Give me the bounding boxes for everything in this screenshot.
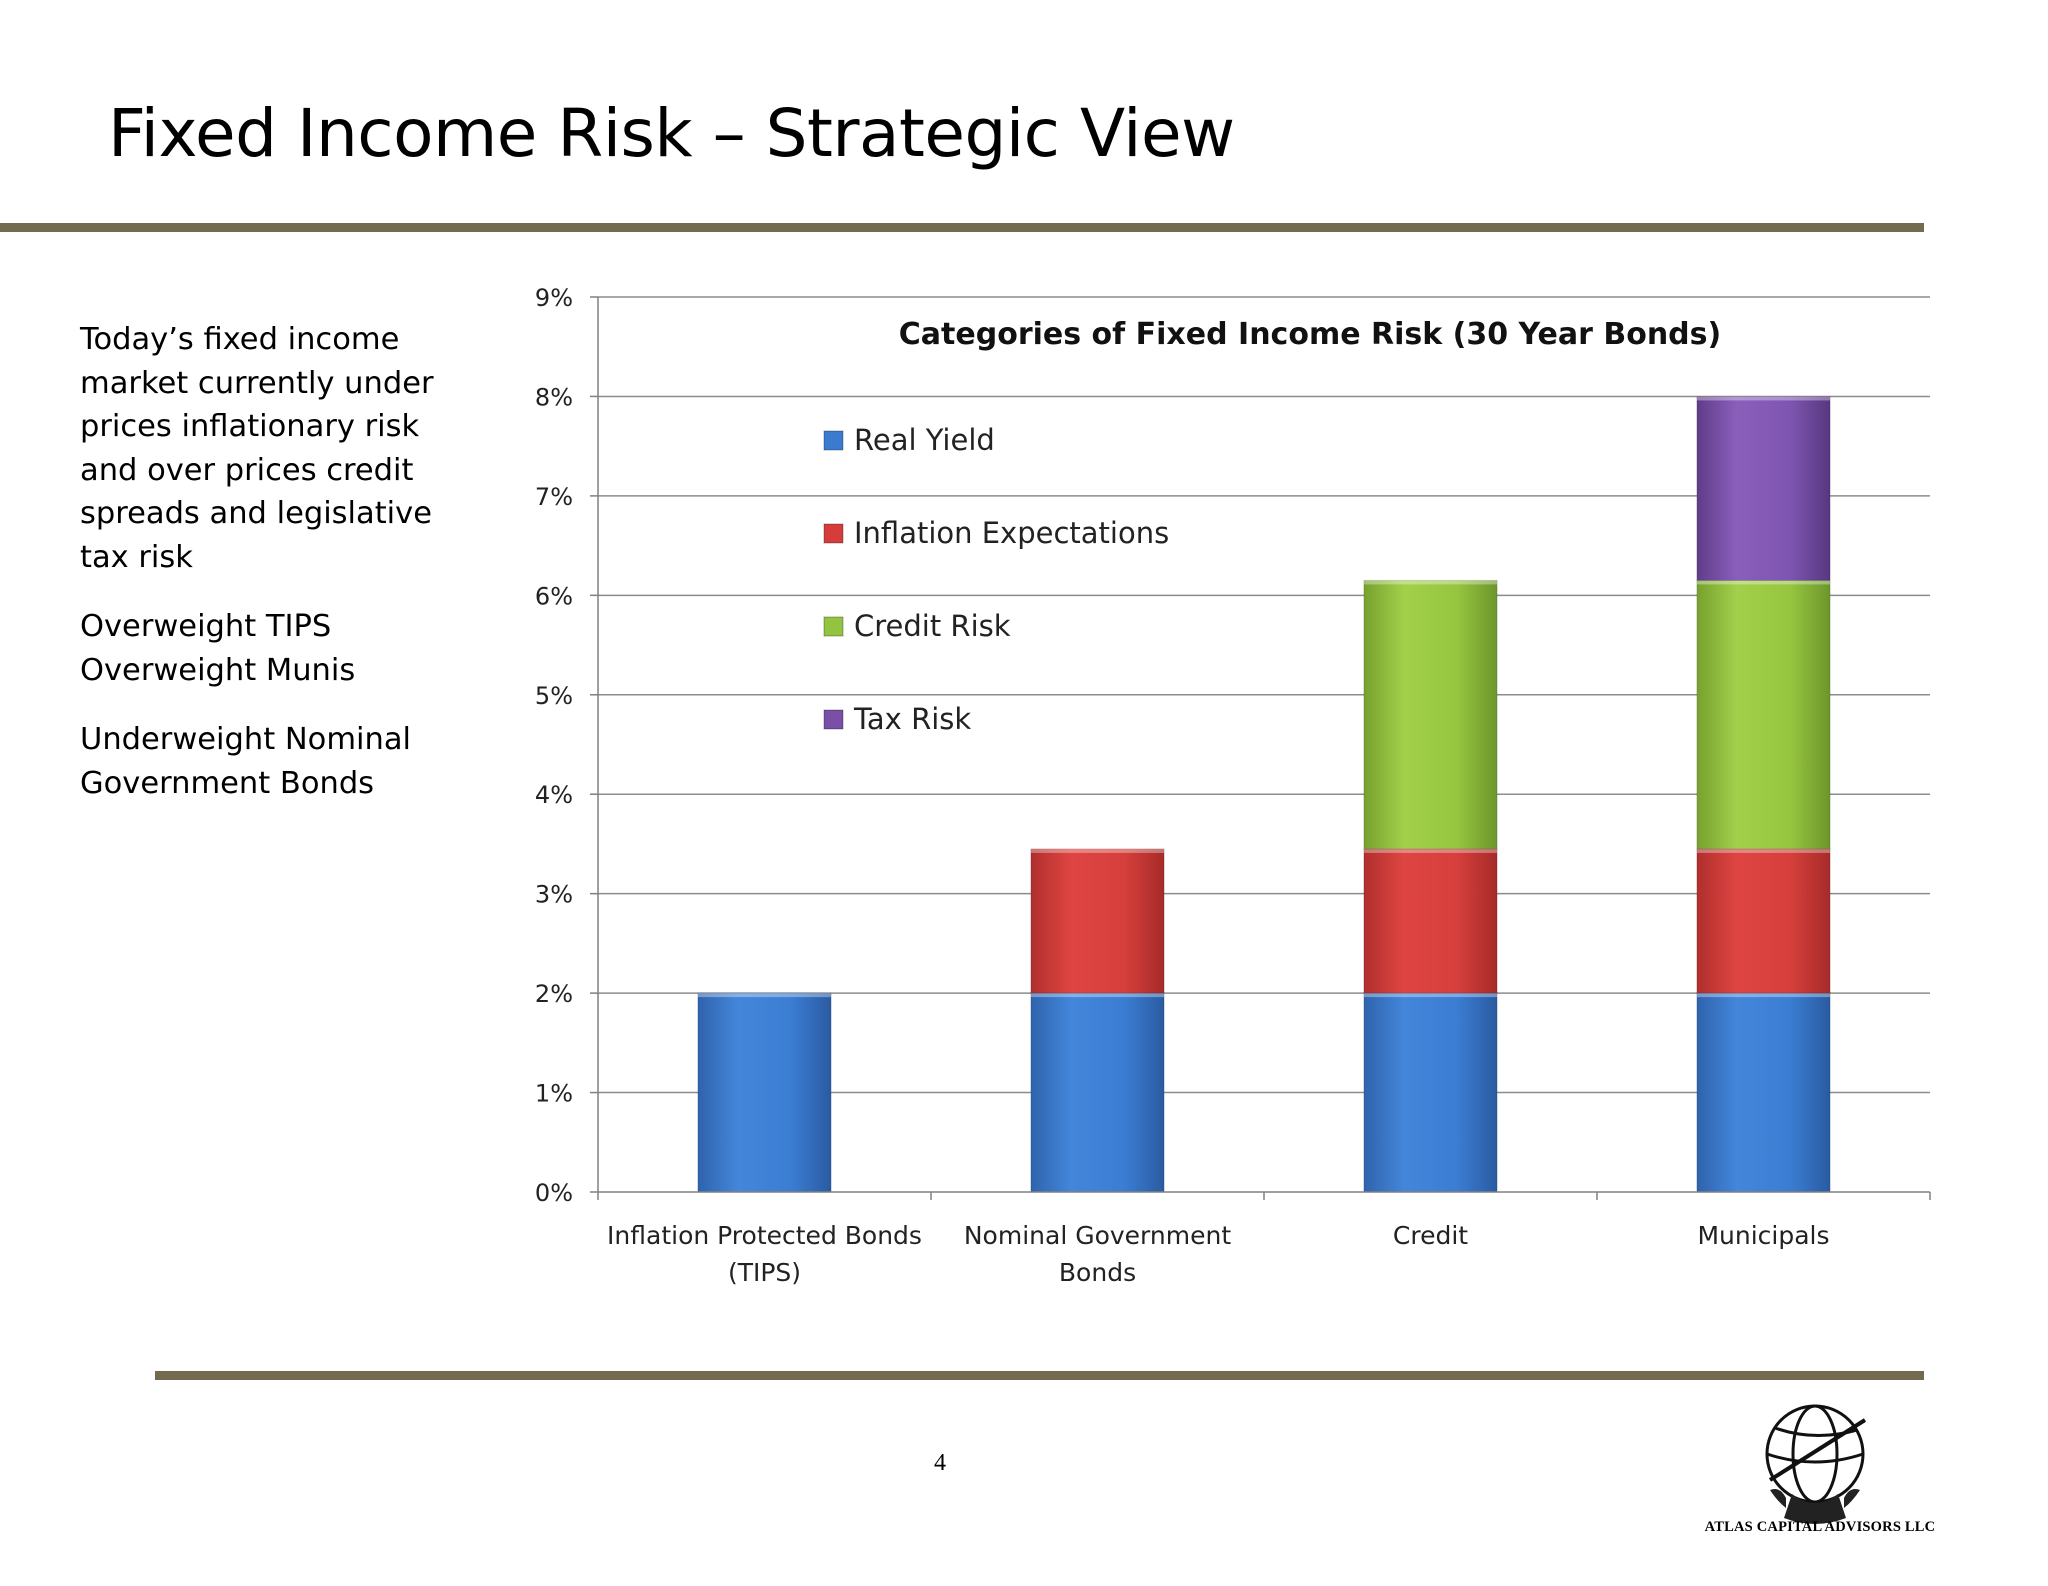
slide-title: Fixed Income Risk – Strategic View [108, 95, 1235, 172]
bar-inflation-expectations-1 [1030, 848, 1165, 994]
commentary-paragraph-1: Today’s fixed income market currently un… [80, 318, 460, 579]
y-tick-label: 1% [535, 1080, 573, 1108]
y-tick-label: 0% [535, 1179, 573, 1207]
commentary-line: prices inflationary risk [80, 409, 420, 444]
chart-title: Categories of Fixed Income Risk (30 Year… [899, 317, 1721, 352]
bar-top-highlight [1696, 993, 1831, 998]
bar-real-yield-1 [1030, 992, 1165, 1193]
legend-swatch [823, 523, 844, 544]
bar-top-highlight [697, 993, 832, 998]
bar-top-highlight [1696, 580, 1831, 585]
commentary-line: Overweight TIPS [80, 609, 332, 644]
top-divider [0, 223, 1924, 232]
commentary-line: Underweight Nominal [80, 722, 412, 757]
legend-label: Credit Risk [854, 609, 1011, 643]
bar-credit-risk-2 [1363, 579, 1498, 850]
commentary-line: market currently under [80, 365, 434, 401]
y-tick-label: 3% [535, 881, 573, 909]
x-category-label: Municipals [1697, 1221, 1829, 1250]
bar-top-highlight [1696, 396, 1831, 401]
bottom-divider [155, 1371, 1924, 1380]
y-tick-label: 2% [535, 980, 573, 1008]
y-tick-label: 9% [535, 284, 573, 312]
bar-real-yield-0 [697, 992, 832, 1193]
bar-inflation-expectations-2 [1363, 848, 1498, 994]
commentary-line: Government Bonds [80, 765, 375, 801]
commentary-paragraph-3: Underweight Nominal Government Bonds [80, 718, 460, 805]
x-category-label: Inflation Protected Bonds [607, 1221, 922, 1250]
bar-credit-risk-3 [1696, 579, 1831, 850]
page-number: 4 [934, 1450, 946, 1476]
commentary-line: Overweight Munis [80, 652, 356, 688]
bar-top-highlight [1363, 580, 1498, 585]
bar-top-highlight [1030, 848, 1165, 853]
legend-swatch [823, 430, 844, 451]
legend-label: Inflation Expectations [854, 516, 1169, 550]
x-category-label: Bonds [1059, 1258, 1136, 1287]
bar-top-highlight [1030, 993, 1165, 998]
commentary: Today’s fixed income market currently un… [80, 318, 460, 831]
legend-label: Real Yield [854, 423, 995, 457]
commentary-line: and over prices credit [80, 452, 414, 488]
commentary-line: tax risk [80, 539, 193, 575]
bar-real-yield-3 [1696, 992, 1831, 1193]
legend-swatch [823, 709, 844, 730]
bar-top-highlight [1696, 848, 1831, 853]
x-category-label: (TIPS) [728, 1258, 801, 1287]
commentary-line: Today’s fixed income [80, 322, 400, 357]
bar-top-highlight [1363, 993, 1498, 998]
y-tick-label: 7% [535, 483, 573, 511]
y-tick-label: 5% [535, 682, 573, 710]
x-category-label: Credit [1393, 1221, 1468, 1250]
logo-text: ATLAS CAPITAL ADVISORS LLC [1704, 1519, 1936, 1535]
bar-inflation-expectations-3 [1696, 848, 1831, 994]
commentary-paragraph-2: Overweight TIPS Overweight Munis [80, 605, 460, 692]
y-tick-label: 6% [535, 582, 573, 610]
x-category-label: Nominal Government [964, 1221, 1231, 1250]
legend-label: Tax Risk [853, 702, 971, 736]
commentary-line: spreads and legislative [80, 496, 432, 531]
y-tick-label: 4% [535, 781, 573, 809]
atlas-globe-logo [1765, 1404, 1867, 1524]
legend-swatch [823, 616, 844, 637]
bar-top-highlight [1363, 848, 1498, 853]
bar-tax-risk-3 [1696, 395, 1831, 581]
bar-real-yield-2 [1363, 992, 1498, 1193]
y-tick-label: 8% [535, 383, 573, 411]
